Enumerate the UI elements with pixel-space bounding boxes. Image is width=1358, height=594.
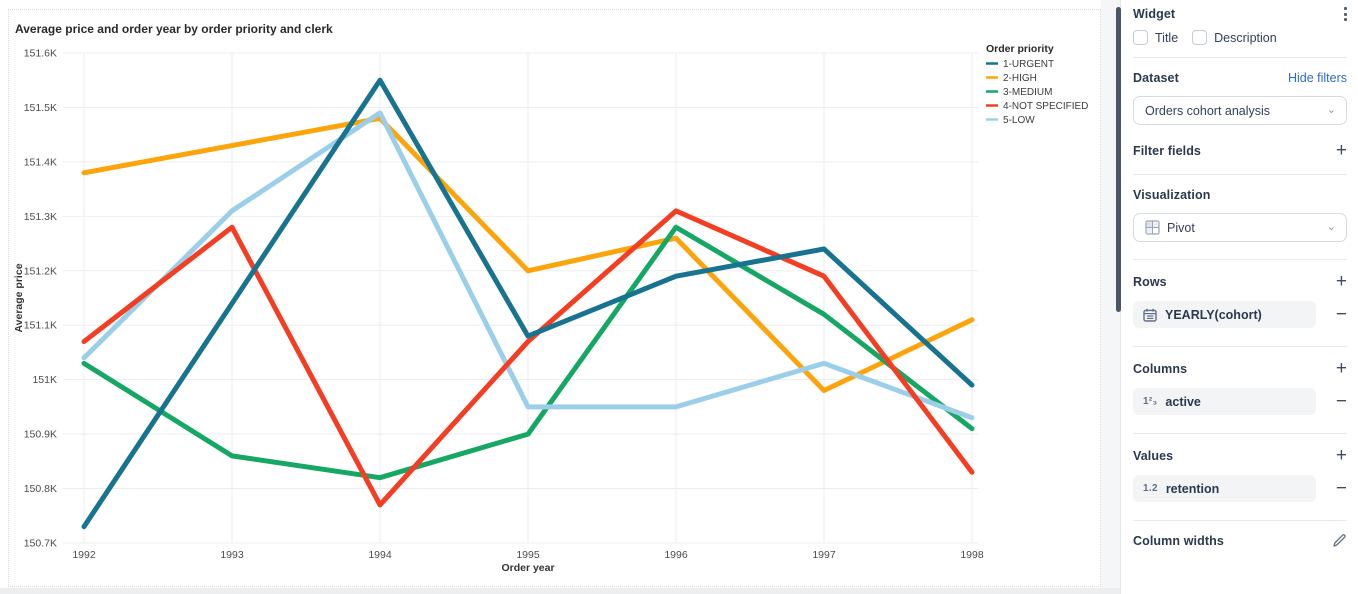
canvas-bottom-strip xyxy=(0,588,1120,594)
add-column-button[interactable]: + xyxy=(1335,358,1347,379)
title-checkbox[interactable] xyxy=(1133,30,1148,45)
dataset-heading: Dataset xyxy=(1133,71,1179,85)
y-tick-label: 151.5K xyxy=(24,102,57,114)
visualization-select-value: Pivot xyxy=(1167,220,1195,235)
add-filter-field-button[interactable]: + xyxy=(1335,140,1347,161)
decimal-measure-icon: 1.2 xyxy=(1143,483,1158,494)
x-tick-label: 1996 xyxy=(664,549,688,561)
x-tick-label: 1992 xyxy=(72,549,96,561)
panel-scrollbar-thumb[interactable] xyxy=(1116,7,1121,312)
dashboard-canvas: 150.7K 150.8K 150.9K 151K 151.1K 151.2K 151.3K… xyxy=(0,0,1120,594)
visualization-heading: Visualization xyxy=(1133,188,1211,202)
chevron-down-icon: ⌄ xyxy=(1326,221,1336,233)
pivot-table-icon xyxy=(1145,220,1160,235)
legend-item-3-MEDIUM[interactable]: 3-MEDIUM xyxy=(1003,87,1052,98)
series-line-2-HIGH[interactable] xyxy=(81,115,975,394)
y-tick-label: 151.4K xyxy=(24,156,57,168)
description-checkbox-label: Description xyxy=(1214,30,1277,45)
remove-value-field-button[interactable]: − xyxy=(1335,478,1347,499)
series-line-3-MEDIUM[interactable] xyxy=(81,224,975,481)
y-axis-title: Average price xyxy=(13,263,25,332)
edit-column-widths-button[interactable] xyxy=(1332,533,1347,548)
filter-fields-heading: Filter fields xyxy=(1133,143,1201,158)
pencil-icon xyxy=(1333,534,1346,547)
values-field-label: retention xyxy=(1165,481,1220,496)
dataset-select[interactable]: Orders cohort analysis ⌄ xyxy=(1133,96,1347,125)
divider xyxy=(1133,57,1347,58)
calendar-icon xyxy=(1143,308,1157,322)
divider xyxy=(1133,346,1347,347)
series-line-5-LOW[interactable] xyxy=(81,110,975,421)
y-tick-label: 151.6K xyxy=(24,48,57,60)
description-checkbox[interactable] xyxy=(1192,30,1208,45)
canvas-gutter xyxy=(1101,0,1120,588)
add-row-button[interactable]: + xyxy=(1335,271,1347,292)
chevron-down-icon: ⌄ xyxy=(1326,104,1336,116)
x-tick-label: 1995 xyxy=(516,549,540,561)
y-tick-label: 150.7K xyxy=(24,538,57,550)
chart-title: Average price and order year by order pr… xyxy=(15,22,333,36)
chart-widget-card[interactable]: 150.7K 150.8K 150.9K 151K 151.1K 151.2K 151.3K… xyxy=(8,9,1101,587)
y-tick-label: 151K xyxy=(32,374,57,386)
legend-item-4-NOT SPECIFIED[interactable]: 4-NOT SPECIFIED xyxy=(1003,101,1088,112)
widget-config-panel: Widget Title Description Dataset Hide fi… xyxy=(1120,0,1358,594)
legend-title: Order priority xyxy=(986,43,1054,55)
legend-item-5-LOW[interactable]: 5-LOW xyxy=(1003,115,1035,126)
divider xyxy=(1133,174,1347,175)
panel-title: Widget xyxy=(1133,7,1176,21)
columns-heading: Columns xyxy=(1133,361,1188,376)
columns-field-label: active xyxy=(1165,394,1201,409)
divider xyxy=(1133,259,1347,260)
divider xyxy=(1133,520,1347,521)
rows-heading: Rows xyxy=(1133,274,1167,289)
columns-field-pill[interactable]: 1²₃ active xyxy=(1133,388,1316,415)
rows-field-pill[interactable]: YEARLY(cohort) xyxy=(1133,301,1316,328)
y-tick-label: 151.1K xyxy=(24,320,57,332)
line-chart-svg: 150.7K 150.8K 150.9K 151K 151.1K 151.2K 151.3K… xyxy=(13,22,1088,574)
values-field-pill[interactable]: 1.2 retention xyxy=(1133,475,1316,502)
y-tick-label: 151.2K xyxy=(24,265,57,277)
values-heading: Values xyxy=(1133,448,1174,463)
y-tick-label: 151.3K xyxy=(24,211,57,223)
x-tick-label: 1998 xyxy=(960,549,984,561)
remove-row-field-button[interactable]: − xyxy=(1335,304,1347,325)
title-checkbox-label: Title xyxy=(1155,30,1179,45)
legend-item-2-HIGH[interactable]: 2-HIGH xyxy=(1003,73,1037,84)
series-line-1-URGENT[interactable] xyxy=(81,77,975,530)
legend-item-1-URGENT[interactable]: 1-URGENT xyxy=(1003,59,1054,70)
x-tick-label: 1993 xyxy=(220,549,244,561)
y-tick-label: 150.8K xyxy=(24,483,57,495)
rows-field-label: YEARLY(cohort) xyxy=(1165,307,1262,322)
add-value-button[interactable]: + xyxy=(1335,445,1347,466)
divider xyxy=(1133,433,1347,434)
x-tick-label: 1997 xyxy=(812,549,836,561)
series-line-4-NOT SPECIFIED[interactable] xyxy=(81,208,975,508)
x-axis-title: Order year xyxy=(501,562,554,574)
kebab-menu-icon[interactable] xyxy=(1344,7,1347,21)
visualization-select[interactable]: Pivot ⌄ xyxy=(1133,213,1347,242)
y-tick-label: 150.9K xyxy=(24,429,57,441)
number-attribute-icon: 1²₃ xyxy=(1143,396,1158,407)
dataset-select-value: Orders cohort analysis xyxy=(1145,103,1271,118)
x-tick-label: 1994 xyxy=(368,549,392,561)
column-widths-heading: Column widths xyxy=(1133,533,1224,548)
hide-filters-link[interactable]: Hide filters xyxy=(1287,71,1347,85)
remove-column-field-button[interactable]: − xyxy=(1335,391,1347,412)
